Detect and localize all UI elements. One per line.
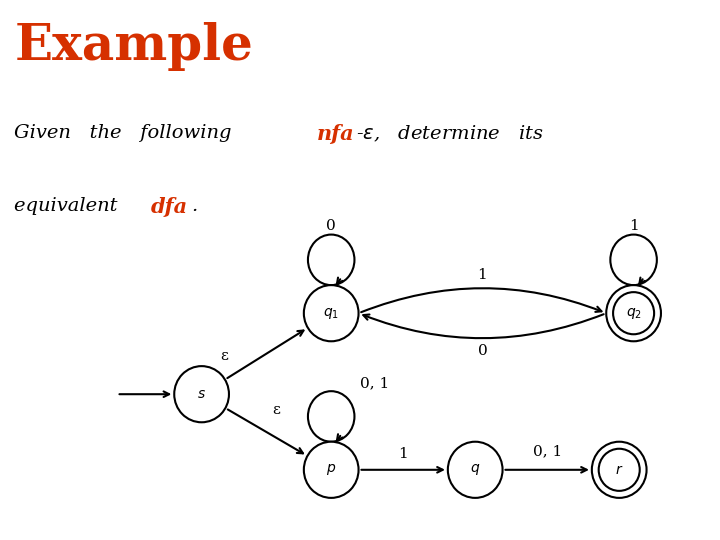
- Ellipse shape: [174, 366, 229, 422]
- Text: 1: 1: [629, 219, 639, 233]
- Ellipse shape: [606, 285, 661, 341]
- Text: nfa: nfa: [317, 124, 354, 144]
- Ellipse shape: [304, 285, 359, 341]
- Text: 0: 0: [477, 344, 487, 358]
- Text: 0: 0: [326, 219, 336, 233]
- Text: $s$: $s$: [197, 387, 206, 401]
- Text: $r$: $r$: [615, 463, 624, 477]
- Text: $q_2$: $q_2$: [626, 306, 642, 321]
- Ellipse shape: [448, 442, 503, 498]
- Text: Example: Example: [14, 22, 253, 71]
- Text: equivalent: equivalent: [14, 197, 124, 215]
- Text: -$\varepsilon$,   determine   its: -$\varepsilon$, determine its: [356, 124, 544, 145]
- Text: $q_1$: $q_1$: [323, 306, 339, 321]
- Text: $q$: $q$: [470, 462, 480, 477]
- Text: .: .: [191, 197, 197, 215]
- Text: 1: 1: [477, 268, 487, 282]
- Ellipse shape: [304, 442, 359, 498]
- Text: 0, 1: 0, 1: [533, 444, 562, 458]
- Text: 1: 1: [398, 447, 408, 461]
- Text: Given   the   following: Given the following: [14, 124, 251, 142]
- Text: ε: ε: [221, 349, 228, 363]
- Text: $p$: $p$: [326, 462, 336, 477]
- Ellipse shape: [592, 442, 647, 498]
- Text: 0, 1: 0, 1: [360, 376, 389, 390]
- Text: ε: ε: [272, 403, 279, 417]
- Text: dfa: dfa: [151, 197, 189, 217]
